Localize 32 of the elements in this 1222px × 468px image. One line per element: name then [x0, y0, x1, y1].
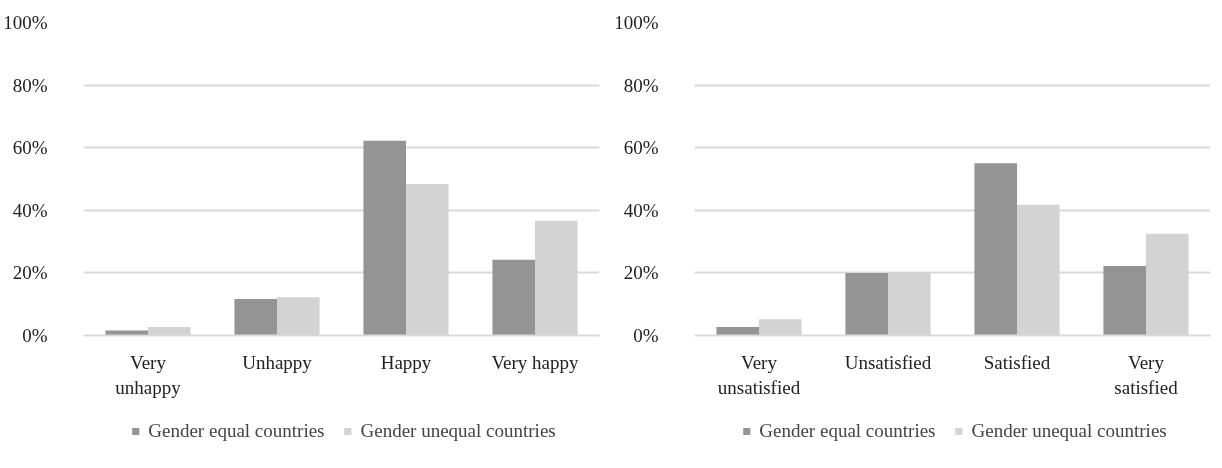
y-tick-label: 80% [12, 74, 48, 96]
x-tick-label: Unsatisfied [844, 351, 932, 373]
y-tick-label: 100% [3, 12, 48, 33]
y-tick-label: 40% [623, 199, 659, 221]
y-tick-label: 0% [633, 325, 659, 346]
legend-label: Gender equal countries [759, 420, 936, 442]
legend-label: Gender unequal countries [360, 420, 556, 442]
y-tick-label: 40% [12, 199, 48, 221]
x-tick-label: Very happy [491, 351, 580, 373]
bar [492, 259, 535, 336]
bar [234, 298, 277, 336]
y-tick-label: 20% [12, 262, 48, 284]
y-tick-label: 100% [614, 12, 659, 33]
x-tick-label: Satisfied [983, 351, 1051, 373]
x-tick-label: Very unhappy [115, 351, 182, 398]
bar [716, 327, 759, 336]
y-tick-label: 20% [623, 262, 659, 284]
bar [974, 163, 1017, 336]
legend-label: Gender unequal countries [971, 420, 1167, 442]
y-tick-label: 60% [623, 137, 659, 159]
y-tick-label: 80% [623, 74, 659, 96]
x-tick-label: Very unsatisfied [717, 351, 801, 398]
bar [105, 330, 148, 336]
x-tick-label: Happy [380, 351, 432, 373]
bar [363, 140, 406, 336]
legend-label: Gender equal countries [148, 420, 325, 442]
x-tick-label: Very satisfied [1114, 351, 1179, 398]
x-tick-label: Unhappy [242, 351, 313, 373]
y-tick-label: 0% [22, 325, 48, 346]
y-tick-label: 60% [12, 137, 48, 159]
bar [1103, 266, 1146, 336]
bar [845, 272, 888, 336]
